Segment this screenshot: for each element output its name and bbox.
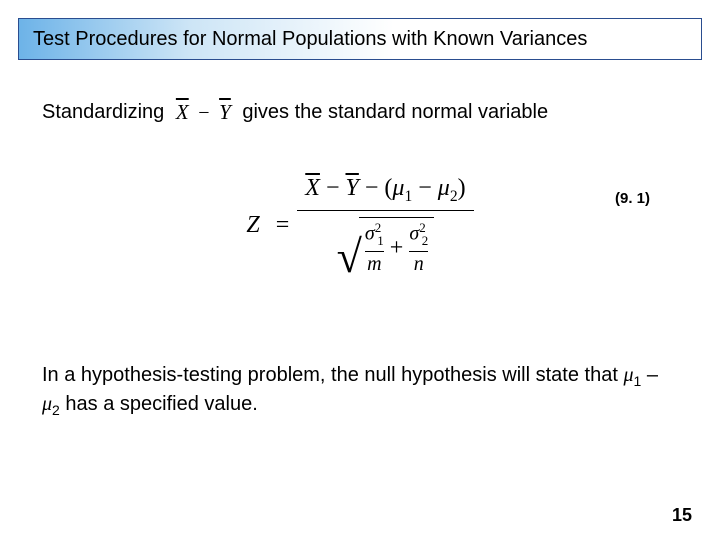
numerator: X − Y − (μ1 − μ2) [297, 175, 473, 210]
para2-mu2: μ [42, 393, 52, 415]
intro-after: gives the standard normal variable [242, 101, 548, 123]
page-number: 15 [672, 505, 692, 526]
xbar-minus-ybar: X − Y [170, 100, 237, 125]
fraction: X − Y − (μ1 − μ2) √ σ21 m [297, 175, 473, 276]
para2-a: In a hypothesis-testing problem, the nul… [42, 364, 623, 386]
equals-symbol: = [268, 212, 298, 239]
n-symbol: n [414, 252, 424, 276]
num-mu1-sub: 1 [404, 188, 412, 205]
num-mu2: μ [438, 175, 450, 201]
m-symbol: m [367, 252, 381, 276]
num-minus3: − [418, 175, 432, 201]
z-equation: Z = X − Y − (μ1 − μ2) √ σ21 [246, 175, 473, 276]
z-symbol: Z [246, 212, 267, 239]
plus-symbol: + [390, 235, 404, 262]
sigma2sq: σ22 [409, 220, 428, 251]
para2-s2: 2 [52, 402, 60, 418]
para2-mid: – [641, 364, 658, 386]
equation-number: (9. 1) [615, 190, 650, 207]
title-bar: Test Procedures for Normal Populations w… [18, 18, 702, 60]
num-minus2: − [365, 175, 379, 201]
num-ybar: Y [345, 175, 358, 201]
intro-before: Standardizing [42, 101, 164, 123]
para2-b: has a specified value. [60, 393, 258, 415]
num-minus1: − [326, 175, 340, 201]
hypothesis-paragraph: In a hypothesis-testing problem, the nul… [42, 362, 678, 420]
y-bar-symbol: Y [219, 100, 231, 124]
num-xbar: X [305, 175, 320, 201]
sigma1sq: σ21 [365, 220, 384, 251]
x-bar-symbol: X [176, 100, 189, 124]
sqrt: √ σ21 m + σ22 n [337, 217, 435, 276]
para2-mu1: μ [623, 364, 633, 386]
minus-symbol: − [194, 102, 213, 124]
intro-line: Standardizing X − Y gives the standard n… [42, 100, 678, 125]
num-mu2-sub: 2 [450, 188, 458, 205]
slide-title: Test Procedures for Normal Populations w… [33, 28, 587, 51]
equation-wrap: Z = X − Y − (μ1 − μ2) √ σ21 [0, 175, 720, 276]
num-rpar: ) [458, 175, 466, 201]
denominator: √ σ21 m + σ22 n [329, 211, 443, 276]
sigma2-over-n: σ22 n [409, 220, 428, 276]
sigma1-over-m: σ21 m [365, 220, 384, 276]
num-mu1: μ [392, 175, 404, 201]
radicand: σ21 m + σ22 n [359, 217, 434, 276]
